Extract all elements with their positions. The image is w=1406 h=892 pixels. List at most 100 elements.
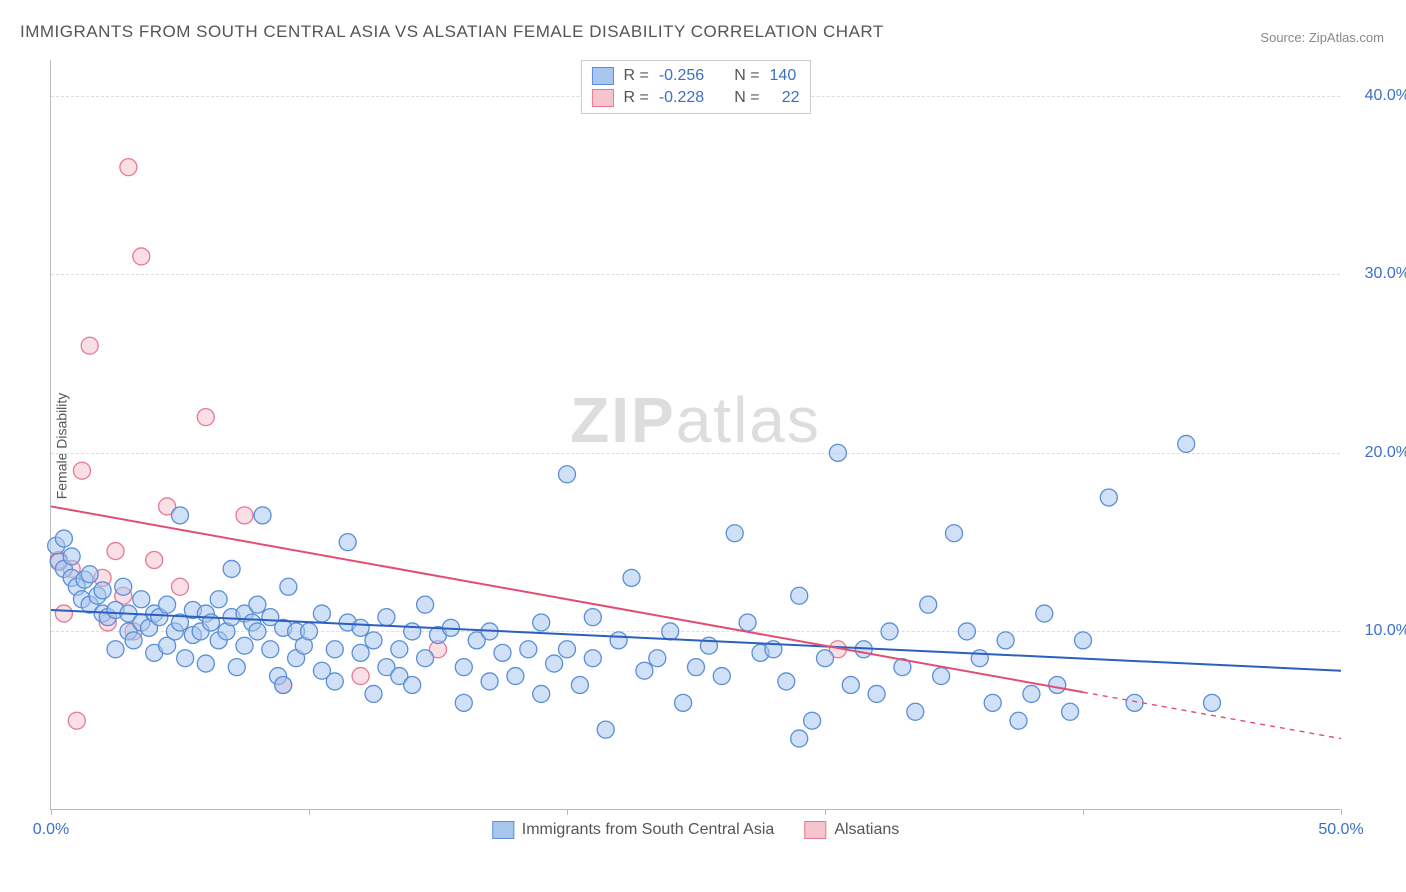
data-point xyxy=(365,685,382,702)
data-point xyxy=(94,582,111,599)
data-point xyxy=(481,673,498,690)
data-point xyxy=(946,525,963,542)
data-point xyxy=(55,605,72,622)
data-point xyxy=(210,591,227,608)
data-point xyxy=(584,609,601,626)
data-point xyxy=(236,507,253,524)
data-point xyxy=(404,623,421,640)
data-point xyxy=(546,655,563,672)
data-point xyxy=(326,673,343,690)
data-point xyxy=(404,677,421,694)
data-point xyxy=(146,552,163,569)
data-point xyxy=(559,466,576,483)
data-point xyxy=(1204,694,1221,711)
data-point xyxy=(1126,694,1143,711)
data-point xyxy=(352,644,369,661)
chart-svg xyxy=(51,60,1340,809)
xtick-label: 50.0% xyxy=(1318,821,1363,839)
data-point xyxy=(68,712,85,729)
data-point xyxy=(81,566,98,583)
data-point xyxy=(301,623,318,640)
r-value-1: -0.228 xyxy=(659,89,704,107)
data-point xyxy=(365,632,382,649)
data-point xyxy=(177,650,194,667)
data-point xyxy=(1178,435,1195,452)
data-point xyxy=(159,596,176,613)
ytick-label: 40.0% xyxy=(1350,87,1406,105)
data-point xyxy=(571,677,588,694)
n-value-0: 140 xyxy=(770,67,797,85)
data-point xyxy=(1100,489,1117,506)
legend-stats: R = -0.256 N = 140 R = -0.228 N = 22 xyxy=(580,60,810,114)
swatch-series-1 xyxy=(591,89,613,107)
data-point xyxy=(971,650,988,667)
data-point xyxy=(1062,703,1079,720)
data-point xyxy=(636,662,653,679)
legend-item-0: Immigrants from South Central Asia xyxy=(492,821,775,839)
data-point xyxy=(107,543,124,560)
data-point xyxy=(249,596,266,613)
data-point xyxy=(223,560,240,577)
data-point xyxy=(133,591,150,608)
data-point xyxy=(533,685,550,702)
data-point xyxy=(275,677,292,694)
data-point xyxy=(249,623,266,640)
data-point xyxy=(868,685,885,702)
data-point xyxy=(172,507,189,524)
data-point xyxy=(172,578,189,595)
data-point xyxy=(726,525,743,542)
n-value-1: 22 xyxy=(770,89,800,107)
data-point xyxy=(1036,605,1053,622)
data-point xyxy=(662,623,679,640)
data-point xyxy=(623,569,640,586)
ytick-label: 20.0% xyxy=(1350,444,1406,462)
r-label-0: R = xyxy=(623,67,648,85)
data-point xyxy=(352,619,369,636)
source-name: ZipAtlas.com xyxy=(1309,30,1384,45)
data-point xyxy=(197,655,214,672)
n-label-1: N = xyxy=(734,89,759,107)
data-point xyxy=(378,609,395,626)
data-point xyxy=(81,337,98,354)
ytick-label: 10.0% xyxy=(1350,622,1406,640)
data-point xyxy=(197,409,214,426)
ytick-label: 30.0% xyxy=(1350,265,1406,283)
data-point xyxy=(63,548,80,565)
data-point xyxy=(339,534,356,551)
data-point xyxy=(125,632,142,649)
legend-swatch-0 xyxy=(492,821,514,839)
data-point xyxy=(120,159,137,176)
legend-swatch-1 xyxy=(804,821,826,839)
data-point xyxy=(262,641,279,658)
data-point xyxy=(997,632,1014,649)
data-point xyxy=(254,507,271,524)
r-label-1: R = xyxy=(623,89,648,107)
data-point xyxy=(520,641,537,658)
data-point xyxy=(933,668,950,685)
source-label: Source: xyxy=(1260,30,1305,45)
data-point xyxy=(417,650,434,667)
plot-area: ZIPatlas 10.0%20.0%30.0%40.0% 0.0%50.0% … xyxy=(50,60,1340,810)
data-point xyxy=(1075,632,1092,649)
data-point xyxy=(804,712,821,729)
legend-series: Immigrants from South Central Asia Alsat… xyxy=(492,821,899,839)
data-point xyxy=(326,641,343,658)
legend-stat-row-0: R = -0.256 N = 140 xyxy=(591,65,799,87)
data-point xyxy=(907,703,924,720)
data-point xyxy=(791,587,808,604)
data-point xyxy=(280,578,297,595)
data-point xyxy=(791,730,808,747)
data-point xyxy=(455,659,472,676)
data-point xyxy=(313,605,330,622)
data-point xyxy=(610,632,627,649)
legend-label-0: Immigrants from South Central Asia xyxy=(522,821,775,839)
data-point xyxy=(1023,685,1040,702)
data-point xyxy=(958,623,975,640)
chart-title: IMMIGRANTS FROM SOUTH CENTRAL ASIA VS AL… xyxy=(20,22,884,42)
legend-label-1: Alsatians xyxy=(834,821,899,839)
data-point xyxy=(842,677,859,694)
r-value-0: -0.256 xyxy=(659,67,704,85)
data-point xyxy=(920,596,937,613)
data-point xyxy=(984,694,1001,711)
n-label-0: N = xyxy=(734,67,759,85)
